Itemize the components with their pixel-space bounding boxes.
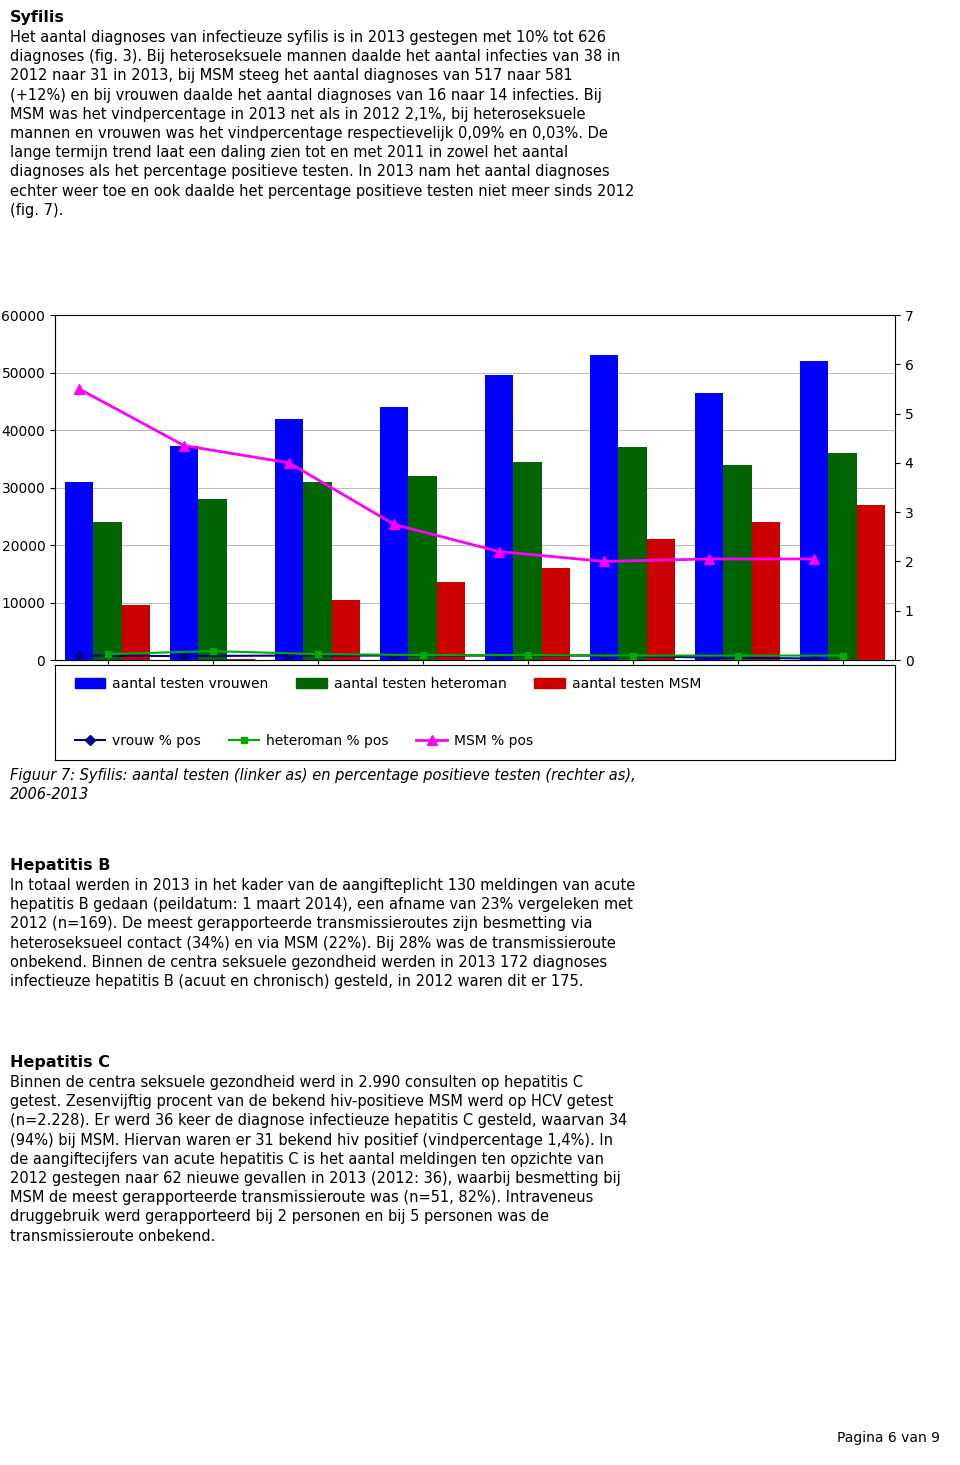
Bar	[437, 583, 465, 661]
Bar	[380, 407, 408, 661]
Bar	[275, 419, 303, 661]
Bar	[408, 476, 437, 661]
Bar	[303, 482, 331, 661]
Text: Syfilis: Syfilis	[10, 10, 65, 25]
Bar	[590, 355, 618, 661]
Bar	[723, 464, 752, 661]
Bar	[541, 568, 570, 661]
Bar	[485, 375, 514, 661]
Bar	[618, 447, 647, 661]
Bar	[752, 522, 780, 661]
Bar	[828, 453, 856, 661]
Bar	[647, 539, 675, 661]
Bar	[65, 482, 93, 661]
Bar	[514, 461, 541, 661]
Text: In totaal werden in 2013 in het kader van de aangifteplicht 130 meldingen van ac: In totaal werden in 2013 in het kader va…	[10, 878, 636, 989]
Text: Figuur 7: Syfilis: aantal testen (linker as) en percentage positieve testen (rec: Figuur 7: Syfilis: aantal testen (linker…	[10, 768, 636, 803]
Bar	[93, 522, 122, 661]
Legend: vrouw % pos, heteroman % pos, MSM % pos: vrouw % pos, heteroman % pos, MSM % pos	[70, 730, 537, 752]
Text: Het aantal diagnoses van infectieuze syfilis is in 2013 gestegen met 10% tot 626: Het aantal diagnoses van infectieuze syf…	[10, 29, 635, 218]
Bar	[331, 599, 360, 661]
Bar	[800, 360, 828, 661]
Bar	[170, 447, 199, 661]
Bar	[856, 505, 885, 661]
Bar	[122, 605, 150, 661]
Text: Pagina 6 van 9: Pagina 6 van 9	[837, 1431, 940, 1444]
Text: Binnen de centra seksuele gezondheid werd in 2.990 consulten op hepatitis C
gete: Binnen de centra seksuele gezondheid wer…	[10, 1075, 627, 1244]
Text: Hepatitis C: Hepatitis C	[10, 1055, 110, 1069]
Text: Hepatitis B: Hepatitis B	[10, 858, 110, 873]
Bar	[199, 500, 227, 661]
Bar	[695, 393, 723, 661]
